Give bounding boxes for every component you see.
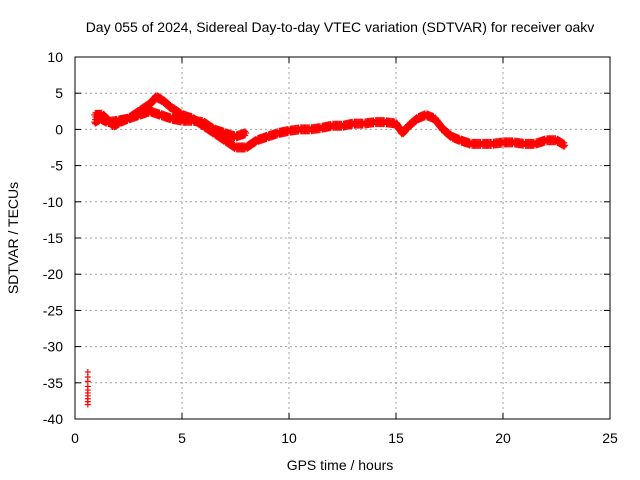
x-tick-label: 10 — [281, 430, 297, 446]
x-tick-label: 15 — [388, 430, 404, 446]
x-tick-label: 25 — [602, 430, 618, 446]
tick-labels: 0 5 10 15 20 25 10 5 0 -5 -10 -15 -20 -25 -30 -35 -40 — [43, 49, 618, 446]
data-point — [84, 368, 91, 375]
trace-marker — [561, 143, 568, 150]
y-tick-label: -10 — [43, 194, 63, 210]
x-tick-label: 0 — [71, 430, 79, 446]
y-tick-label: 10 — [47, 49, 63, 65]
trace-marker — [242, 132, 249, 139]
x-tick-label: 20 — [495, 430, 511, 446]
y-tick-label: -20 — [43, 266, 63, 282]
y-tick-label: -5 — [51, 158, 64, 174]
trace-marker — [209, 127, 216, 134]
trace-marker — [251, 140, 258, 147]
data-series — [84, 92, 569, 408]
y-tick-label: -15 — [43, 230, 63, 246]
y-tick-label: 0 — [55, 121, 63, 137]
y-tick-label: -25 — [43, 302, 63, 318]
series-2 — [84, 368, 91, 408]
series-1 — [91, 106, 250, 142]
y-tick-label: -40 — [43, 411, 63, 427]
x-axis-label: GPS time / hours — [287, 457, 394, 473]
trace-marker — [230, 145, 237, 152]
x-tick-label: 5 — [178, 430, 186, 446]
grid-lines — [75, 57, 610, 419]
y-axis-label: SDTVAR / TECUs — [5, 182, 21, 294]
y-tick-label: 5 — [55, 85, 63, 101]
plot-frame — [74, 56, 611, 420]
y-tick-label: -30 — [43, 339, 63, 355]
data-point — [84, 378, 91, 385]
data-point — [84, 401, 91, 408]
chart-title: Day 055 of 2024, Sidereal Day-to-day VTE… — [86, 19, 595, 35]
y-tick-label: -35 — [43, 375, 63, 391]
